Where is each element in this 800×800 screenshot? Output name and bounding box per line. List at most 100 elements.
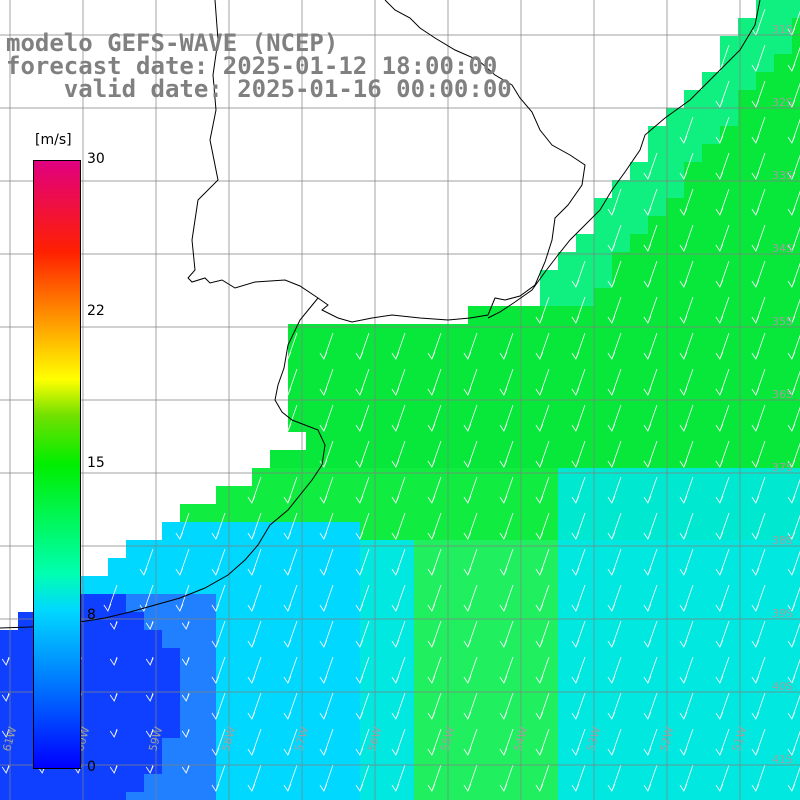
wind-cell — [162, 522, 180, 540]
wind-cell — [270, 738, 288, 756]
wind-cell — [738, 36, 756, 54]
wind-cell — [774, 576, 792, 594]
wind-cell — [342, 720, 360, 738]
wind-cell — [522, 396, 540, 414]
wind-cell — [306, 612, 324, 630]
wind-cell — [666, 630, 684, 648]
wind-cell — [702, 720, 720, 738]
wind-cell — [144, 774, 162, 792]
wind-cell — [702, 738, 720, 756]
wind-cell — [792, 288, 800, 306]
wind-cell — [306, 432, 324, 450]
wind-arrow — [607, 764, 622, 792]
wind-cell — [702, 108, 720, 126]
wind-cell — [594, 234, 612, 252]
wind-arrow — [181, 656, 190, 666]
wind-cell — [792, 522, 800, 540]
wind-arrow — [715, 260, 730, 288]
wind-arrow — [139, 584, 154, 612]
wind-cell — [306, 630, 324, 648]
wind-cell — [666, 180, 684, 198]
wind-cell — [792, 0, 800, 18]
wind-arrow — [571, 764, 586, 792]
wind-cell — [702, 144, 720, 162]
wind-cell — [198, 666, 216, 684]
wind-cell — [504, 306, 522, 324]
wind-arrow — [499, 512, 514, 540]
wind-cell — [594, 342, 612, 360]
wind-cell — [162, 666, 180, 684]
wind-cell — [792, 180, 800, 198]
wind-cell — [630, 198, 648, 216]
wind-arrow — [679, 548, 694, 576]
wind-cell — [792, 576, 800, 594]
wind-cell — [738, 486, 756, 504]
wind-arrow — [715, 620, 730, 648]
wind-cell — [486, 684, 504, 702]
wind-cell — [702, 72, 720, 90]
wind-cell — [180, 792, 198, 800]
wind-cell — [774, 162, 792, 180]
wind-cell — [198, 522, 216, 540]
wind-cell — [378, 720, 396, 738]
wind-arrow — [391, 368, 406, 396]
wind-arrow — [319, 332, 334, 360]
wind-arrow — [139, 548, 154, 576]
lat-label: 34S — [772, 242, 793, 255]
wind-cell — [774, 72, 792, 90]
wind-arrow — [391, 404, 406, 432]
wind-cell — [0, 666, 18, 684]
wind-cell — [342, 702, 360, 720]
wind-cell — [666, 648, 684, 666]
wind-cell — [450, 522, 468, 540]
colorbar-tick-15: 15 — [87, 455, 105, 471]
wind-cell — [594, 522, 612, 540]
wind-cell — [558, 684, 576, 702]
lat-label: 40S — [772, 680, 793, 693]
wind-arrow — [211, 584, 226, 612]
wind-cell — [270, 792, 288, 800]
wind-arrow — [427, 476, 442, 504]
wind-cell — [666, 360, 684, 378]
wind-cell — [486, 342, 504, 360]
wind-arrow — [787, 190, 800, 216]
wind-arrow — [607, 224, 622, 252]
lon-label: 53W — [584, 725, 603, 753]
wind-arrow — [145, 692, 154, 702]
wind-arrow — [715, 116, 730, 144]
wind-cell — [792, 486, 800, 504]
wind-cell — [198, 738, 216, 756]
wind-arrow — [319, 656, 334, 684]
wind-cell — [630, 702, 648, 720]
wind-arrow — [247, 548, 262, 576]
wind-cell — [162, 684, 180, 702]
wind-cell — [414, 504, 432, 522]
wind-arrow — [715, 440, 730, 468]
wind-arrow — [787, 694, 800, 720]
wind-cell — [414, 612, 432, 630]
wind-cell — [126, 792, 144, 800]
wind-cell — [774, 450, 792, 468]
wind-cell — [162, 594, 180, 612]
wind-cell — [522, 648, 540, 666]
wind-cell — [774, 630, 792, 648]
wind-cell — [486, 522, 504, 540]
wind-arrow — [499, 440, 514, 468]
lat-label: 41S — [772, 753, 793, 766]
wind-cell — [738, 360, 756, 378]
wind-cell — [450, 324, 468, 342]
wind-cell — [306, 720, 324, 738]
wind-arrow — [355, 476, 370, 504]
wind-cell — [774, 612, 792, 630]
wind-cell — [486, 720, 504, 738]
wind-cell — [630, 288, 648, 306]
wind-cell — [72, 774, 90, 792]
wind-cell — [378, 612, 396, 630]
wind-cell — [738, 324, 756, 342]
wind-arrow — [715, 80, 730, 108]
wind-arrow — [679, 188, 694, 216]
wind-arrow — [715, 692, 730, 720]
wind-arrow — [427, 728, 442, 756]
wind-cell — [342, 414, 360, 432]
wind-cell — [558, 576, 576, 594]
